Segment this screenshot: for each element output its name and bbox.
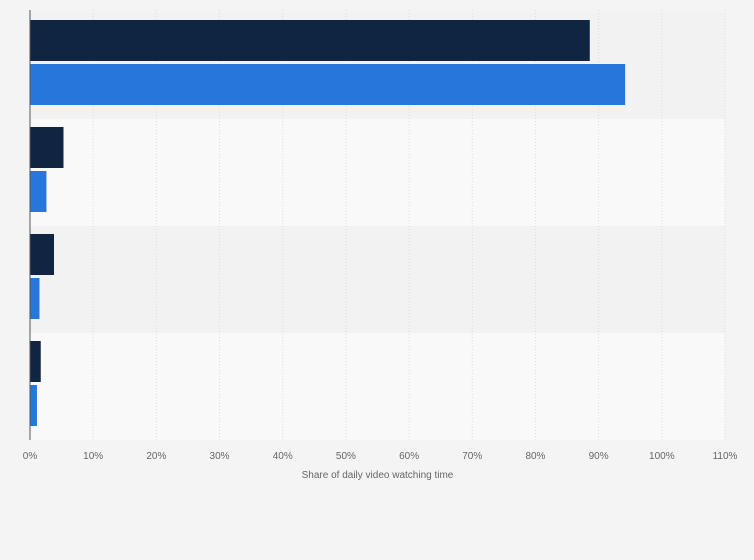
x-tick-label: 30% bbox=[210, 451, 230, 462]
x-axis: 0% 10% 20% 30% 40% 50% 60% 70% 80% 90% 100% 110% bbox=[23, 10, 738, 462]
category-band bbox=[30, 226, 725, 333]
bar bbox=[30, 234, 55, 275]
x-tick-label: 10% bbox=[83, 451, 103, 462]
x-tick-label: 20% bbox=[146, 451, 166, 462]
x-tick-label: 40% bbox=[273, 451, 293, 462]
x-tick-label: 110% bbox=[713, 451, 738, 462]
x-tick-label: 70% bbox=[462, 451, 482, 462]
x-tick-label: 100% bbox=[649, 451, 675, 462]
bars bbox=[30, 20, 626, 426]
bar bbox=[30, 385, 37, 426]
x-tick-label: 80% bbox=[525, 451, 545, 462]
x-axis-title: Share of daily video watching time bbox=[302, 470, 454, 481]
x-tick-label: 90% bbox=[589, 451, 609, 462]
x-tick-label: 60% bbox=[399, 451, 419, 462]
bar bbox=[30, 278, 40, 319]
bar bbox=[30, 20, 590, 61]
bar bbox=[30, 341, 41, 382]
bar bbox=[30, 171, 47, 212]
category-band bbox=[30, 119, 725, 226]
x-tick-label: 0% bbox=[23, 451, 38, 462]
category-band bbox=[30, 333, 725, 440]
x-tick-label: 50% bbox=[336, 451, 356, 462]
bar bbox=[30, 127, 64, 168]
bar bbox=[30, 64, 626, 105]
